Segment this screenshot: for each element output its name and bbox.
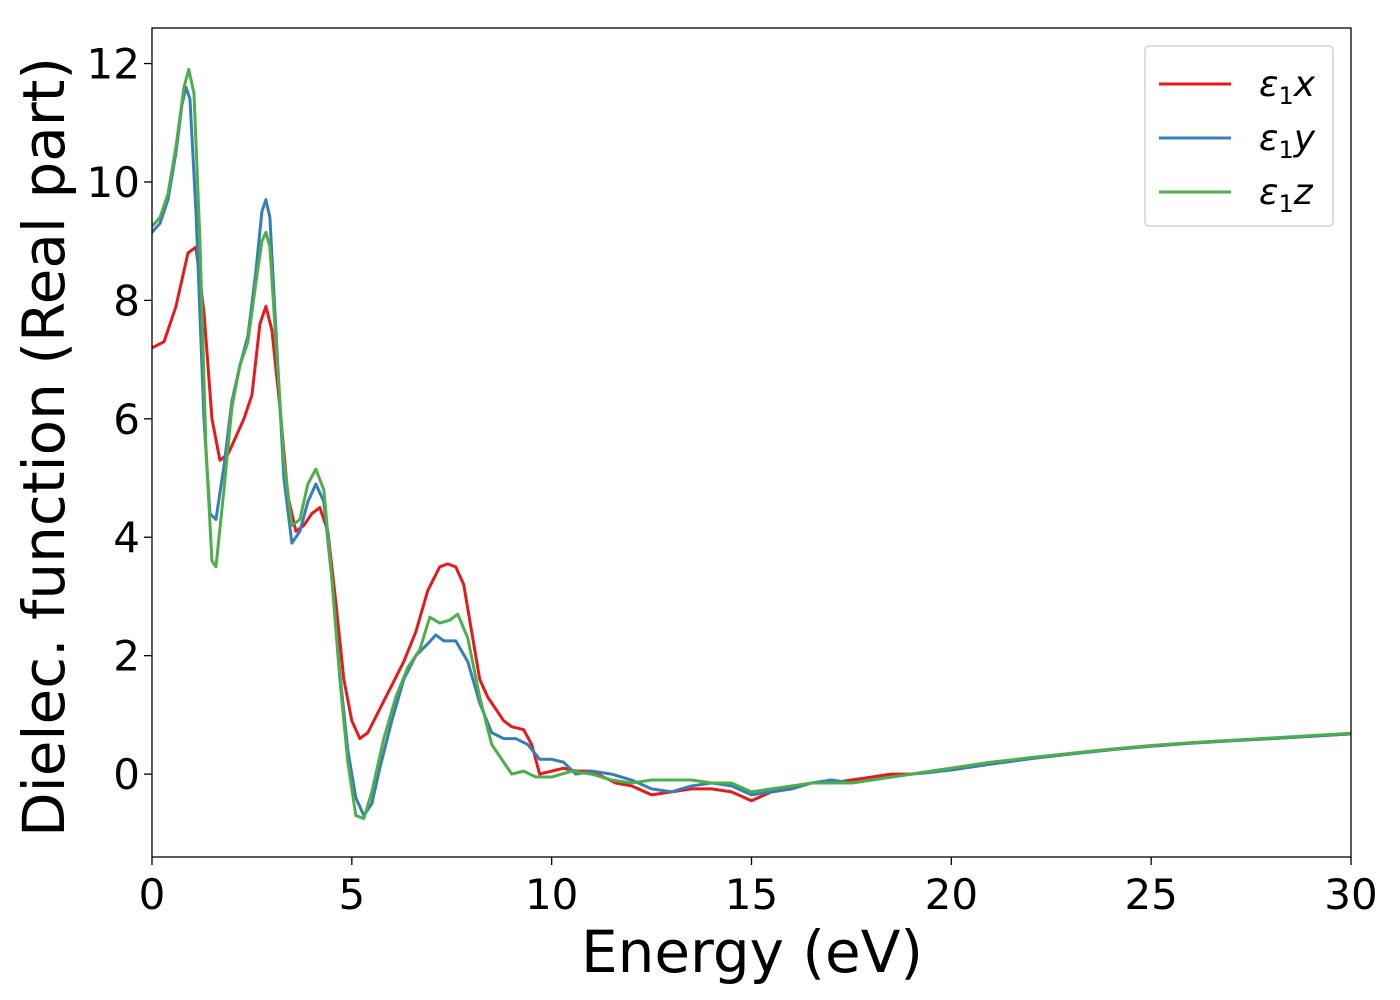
legend-subscript: 1 — [1278, 136, 1293, 164]
legend-epsilon: ε — [1259, 172, 1278, 213]
x-tick-label: 15 — [725, 870, 778, 919]
x-axis-title: Energy (eV) — [581, 918, 923, 986]
legend-subscript: 1 — [1278, 82, 1293, 110]
x-tick-label: 0 — [139, 870, 166, 919]
x-tick-label: 20 — [925, 870, 978, 919]
legend-label-x: ε1x — [1259, 64, 1316, 110]
legend-variable: y — [1293, 118, 1316, 159]
legend-epsilon: ε — [1259, 118, 1278, 159]
y-axis-title: Dielec. function (Real part) — [10, 57, 78, 837]
series-line-x — [152, 245, 1351, 803]
legend-label-y: ε1y — [1259, 118, 1316, 164]
y-tick-label: 4 — [113, 513, 140, 562]
legend-variable: z — [1293, 172, 1314, 213]
x-tick-label: 10 — [525, 870, 578, 919]
legend-box — [1144, 45, 1334, 227]
x-axis-ticks: 0 5 10 15 20 25 30 — [139, 857, 1378, 919]
y-tick-label: 6 — [113, 395, 140, 444]
x-tick-label: 30 — [1324, 870, 1377, 919]
legend-variable: x — [1293, 64, 1316, 105]
y-tick-label: 8 — [113, 276, 140, 325]
y-tick-label: 2 — [113, 632, 140, 681]
y-tick-label: 12 — [87, 40, 140, 89]
series-line-z — [152, 67, 1351, 821]
legend-label-z: ε1z — [1259, 172, 1314, 218]
x-tick-label: 5 — [338, 870, 365, 919]
y-tick-label: 10 — [87, 158, 140, 207]
y-tick-label: 0 — [113, 750, 140, 799]
legend-epsilon: ε — [1259, 64, 1278, 105]
x-tick-label: 25 — [1124, 870, 1177, 919]
legend-subscript: 1 — [1278, 190, 1293, 218]
series-lines — [152, 67, 1351, 821]
y-axis-ticks: 0 2 4 6 8 10 12 — [87, 40, 152, 799]
